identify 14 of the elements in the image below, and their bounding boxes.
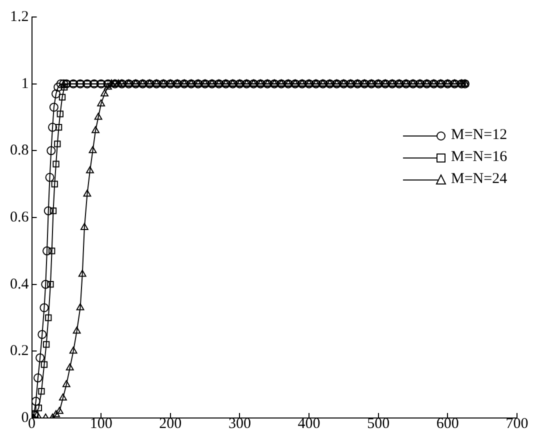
legend-label: M=N=12 [451, 127, 508, 144]
y-tick-label: 0.6 [10, 209, 30, 226]
x-tick-label: 100 [90, 416, 112, 432]
x-tick-label: 400 [298, 416, 320, 432]
y-tick-label: 1 [21, 76, 29, 92]
y-tick-label: 1.2 [10, 8, 29, 25]
x-tick-label: 300 [228, 416, 251, 432]
legend-label: M=N=24 [451, 171, 508, 188]
legend-label: M=N=16 [451, 149, 508, 166]
x-tick-label: 200 [159, 416, 182, 432]
y-tick-label: 0.2 [10, 343, 29, 360]
y-tick-label: 0.8 [10, 142, 29, 159]
y-tick-label: 0.4 [10, 276, 30, 292]
x-tick-label: 600 [436, 416, 459, 432]
